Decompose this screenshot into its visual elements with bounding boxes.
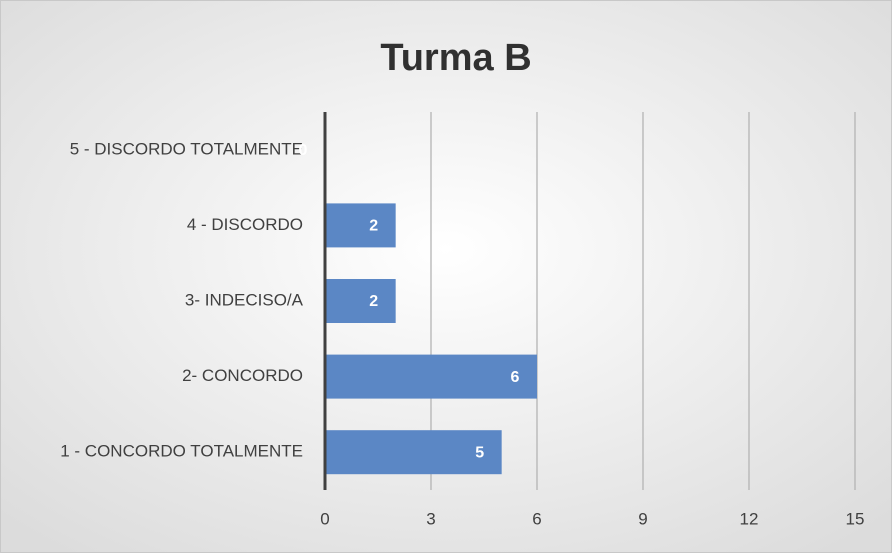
y-tick-label: 1 - CONCORDO TOTALMENTE [60, 442, 303, 461]
y-tick-label: 5 - DISCORDO TOTALMENTE [70, 139, 303, 158]
bar [325, 430, 502, 475]
value-label: 2 [369, 293, 378, 310]
bar [325, 203, 396, 248]
value-label: 5 [475, 444, 484, 461]
value-label: 6 [511, 369, 520, 386]
bar [325, 279, 396, 323]
x-tick-label: 3 [426, 509, 435, 528]
chart-title: Turma B [380, 37, 531, 79]
y-tick-label: 2- CONCORDO [182, 366, 303, 385]
x-tick-label: 6 [532, 509, 541, 528]
x-tick-label: 12 [740, 509, 759, 528]
value-label: 2 [369, 218, 378, 235]
y-tick-label: 3- INDECISO/A [185, 290, 304, 309]
x-tick-label: 9 [638, 509, 647, 528]
x-tick-label: 15 [846, 509, 865, 528]
x-tick-label: 0 [320, 509, 329, 528]
bar [325, 354, 537, 399]
value-label: 0 [299, 142, 308, 159]
y-tick-label: 4 - DISCORDO [187, 215, 303, 234]
